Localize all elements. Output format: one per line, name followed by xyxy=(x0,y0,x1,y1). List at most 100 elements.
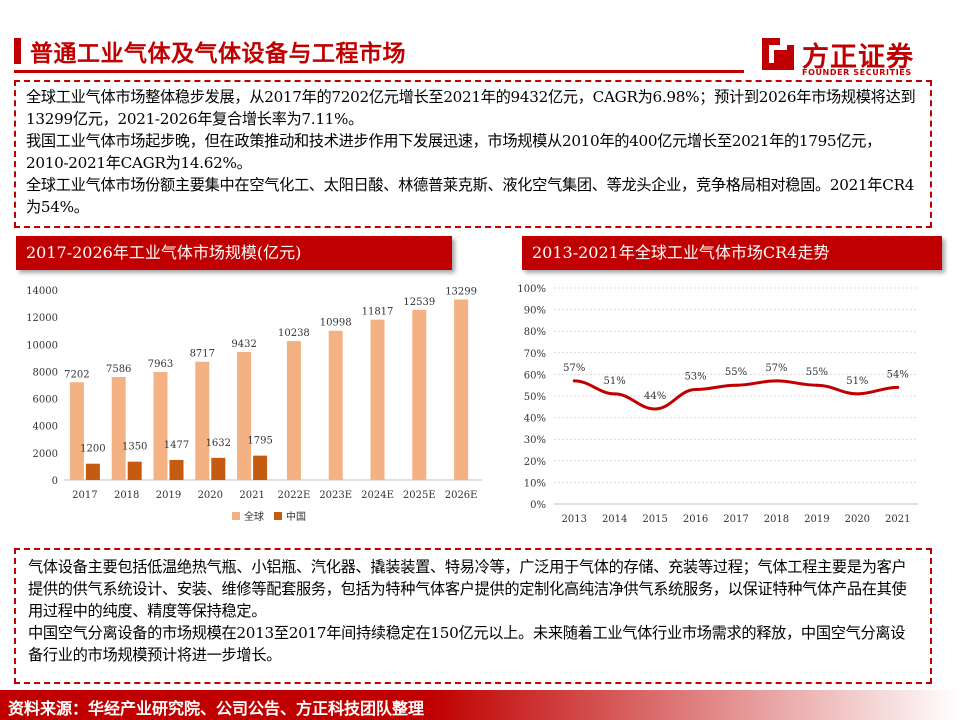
cr4-data-point xyxy=(896,385,900,389)
y-tick-label: 2000 xyxy=(33,449,58,460)
cr4-chart-title: 2013-2021年全球工业气体市场CR4走势 xyxy=(522,236,942,270)
bar-global xyxy=(328,330,343,480)
y-tick-label: 60% xyxy=(524,370,546,381)
bar-global xyxy=(195,361,210,480)
bar-global-label: 8717 xyxy=(190,349,215,360)
x-tick-label: 2017 xyxy=(723,514,748,525)
market-size-chart-title: 2017-2026年工业气体市场规模(亿元) xyxy=(16,236,452,270)
y-tick-label: 6000 xyxy=(33,395,58,406)
summary-market-concentration: 全球工业气体市场份额主要集中在空气化工、太阳日酸、林德普莱克斯、液化空气集团、等… xyxy=(26,176,915,216)
cr4-data-label: 44% xyxy=(644,391,666,402)
x-tick-label: 2018 xyxy=(764,514,789,525)
bar-global-label: 7586 xyxy=(106,364,131,375)
y-tick-label: 10% xyxy=(524,478,546,489)
logo-english-name: FOUNDER SECURITIES xyxy=(802,68,912,77)
footer-bar: 资料来源：华经产业研究院、公司公告、方正科技团队整理 xyxy=(0,690,960,720)
bar-global-label: 12539 xyxy=(403,297,435,308)
x-tick-label: 2025E xyxy=(403,490,436,501)
bar-global xyxy=(69,382,84,480)
x-tick-label: 2016 xyxy=(683,514,708,525)
x-tick-label: 2026E xyxy=(445,490,478,501)
bar-china xyxy=(127,461,142,480)
x-tick-label: 2021 xyxy=(885,514,910,525)
x-tick-label: 2015 xyxy=(642,514,667,525)
summary-global-market: 全球工业气体市场整体稳步发展，从2017年的7202亿元增长至2021年的943… xyxy=(26,88,916,128)
bar-china xyxy=(85,463,100,480)
x-tick-label: 2023E xyxy=(319,490,352,501)
y-tick-label: 80% xyxy=(524,327,546,338)
equipment-summary-box: 气体设备主要包括低温绝热气瓶、小铝瓶、汽化器、撬装装置、特易冷等，广泛用于气体的… xyxy=(14,548,932,684)
data-source: 资料来源：华经产业研究院、公司公告、方正科技团队整理 xyxy=(8,699,425,718)
legend-swatch-global xyxy=(232,512,240,520)
cr4-data-point xyxy=(613,392,617,396)
bar-global-label: 13299 xyxy=(445,287,477,298)
y-tick-label: 20% xyxy=(524,457,546,468)
cr4-data-label: 57% xyxy=(765,363,787,374)
y-tick-label: 10000 xyxy=(26,340,58,351)
y-tick-label: 100% xyxy=(517,284,546,295)
legend-label-china: 中国 xyxy=(286,510,306,523)
founder-logo-icon xyxy=(762,38,794,70)
bar-china xyxy=(253,455,268,480)
x-tick-label: 2021 xyxy=(239,490,264,501)
y-tick-label: 0 xyxy=(52,476,58,487)
bar-global xyxy=(153,371,168,480)
bar-china-label: 1350 xyxy=(122,442,147,453)
bar-global-label: 7963 xyxy=(148,359,173,370)
equipment-description: 气体设备主要包括低温绝热气瓶、小铝瓶、汽化器、撬装装置、特易冷等，广泛用于气体的… xyxy=(28,558,907,620)
bar-global xyxy=(237,351,252,480)
logo-chinese-name: 方正证券 xyxy=(802,42,914,73)
cr4-data-point xyxy=(572,379,576,383)
bar-global-label: 7202 xyxy=(64,369,89,380)
x-tick-label: 2022E xyxy=(278,490,311,501)
bar-global xyxy=(111,377,126,480)
y-tick-label: 40% xyxy=(524,414,546,425)
legend-swatch-china xyxy=(274,512,282,520)
bar-global xyxy=(454,299,469,480)
title-accent-bar xyxy=(14,38,21,64)
bar-global-label: 10238 xyxy=(278,328,310,339)
bar-global xyxy=(286,341,301,480)
y-tick-label: 4000 xyxy=(33,422,58,433)
y-tick-label: 30% xyxy=(524,435,546,446)
title-divider xyxy=(14,70,744,73)
x-tick-label: 2013 xyxy=(561,514,586,525)
air-separation-outlook: 中国空气分离设备的市场规模在2013至2017年间持续稳定在150亿元以上。未来… xyxy=(28,624,906,664)
x-tick-label: 2020 xyxy=(845,514,870,525)
bar-global-label: 10998 xyxy=(320,318,352,329)
bar-china-label: 1477 xyxy=(164,440,189,451)
bar-global xyxy=(412,309,427,480)
bar-global-label: 9432 xyxy=(231,339,256,350)
bar-china-label: 1632 xyxy=(206,438,231,449)
legend-label-global: 全球 xyxy=(244,510,264,523)
bar-global xyxy=(370,319,385,480)
x-tick-label: 2014 xyxy=(602,514,627,525)
cr4-data-label: 51% xyxy=(846,376,868,387)
y-tick-label: 90% xyxy=(524,306,546,317)
cr4-data-point xyxy=(653,407,657,411)
founder-securities-logo: 方正证券 FOUNDER SECURITIES xyxy=(760,34,950,82)
cr4-data-point xyxy=(734,383,738,387)
x-tick-label: 2020 xyxy=(198,490,223,501)
bar-china-label: 1795 xyxy=(247,436,272,447)
x-tick-label: 2019 xyxy=(156,490,181,501)
x-tick-label: 2017 xyxy=(72,490,97,501)
bar-global-label: 11817 xyxy=(362,307,394,318)
market-summary-box: 全球工业气体市场整体稳步发展，从2017年的7202亿元增长至2021年的943… xyxy=(14,80,932,228)
x-tick-label: 2018 xyxy=(114,490,139,501)
y-tick-label: 70% xyxy=(524,349,546,360)
cr4-data-label: 57% xyxy=(563,363,585,374)
cr4-data-label: 54% xyxy=(887,369,909,380)
y-tick-label: 12000 xyxy=(26,313,58,324)
cr4-data-point xyxy=(694,388,698,392)
cr4-data-point xyxy=(815,383,819,387)
cr4-data-label: 53% xyxy=(684,372,706,383)
bar-china xyxy=(211,457,226,480)
y-tick-label: 50% xyxy=(524,392,546,403)
summary-china-market: 我国工业气体市场起步晚，但在政策推动和技术进步作用下发展迅速，市场规模从2010… xyxy=(26,132,882,172)
bar-china-label: 1200 xyxy=(80,444,105,455)
cr4-data-label: 55% xyxy=(725,367,747,378)
cr4-data-label: 55% xyxy=(806,367,828,378)
x-tick-label: 2024E xyxy=(361,490,394,501)
page-title: 普通工业气体及气体设备与工程市场 xyxy=(30,41,406,67)
